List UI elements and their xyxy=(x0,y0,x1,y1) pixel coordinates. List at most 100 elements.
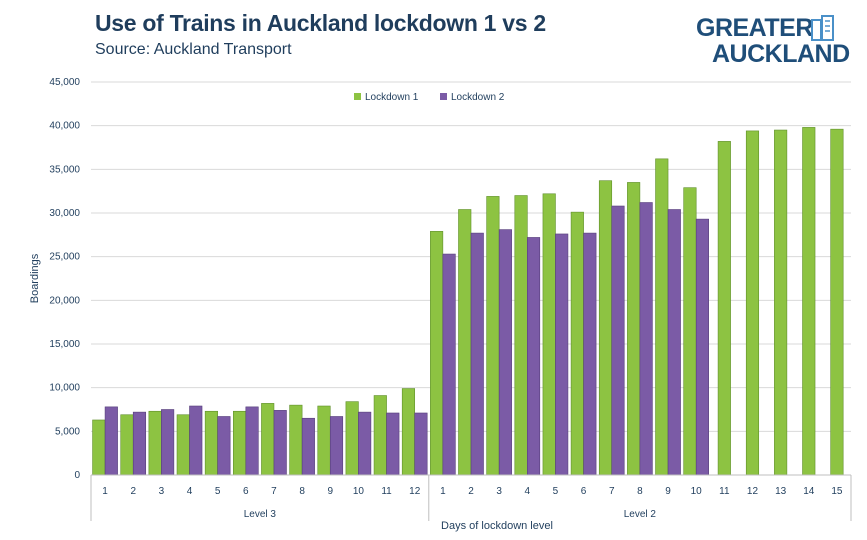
legend-label-lockdown2: Lockdown 2 xyxy=(451,92,505,103)
bar-lockdown1 xyxy=(289,404,303,476)
bar-lockdown1 xyxy=(655,158,669,476)
x-tick-label: 4 xyxy=(525,486,531,497)
bar-lockdown1 xyxy=(458,209,472,476)
bar-lockdown1 xyxy=(683,187,697,476)
x-axis-label: Days of lockdown level xyxy=(441,520,553,532)
x-tick-label: 1 xyxy=(102,486,108,497)
bar-lockdown1 xyxy=(373,395,387,476)
x-tick-label: 6 xyxy=(243,486,249,497)
y-tick-label: 20,000 xyxy=(49,295,80,306)
chart-subtitle: Source: Auckland Transport xyxy=(95,41,292,58)
logo-line2: AUCKLAND xyxy=(712,40,850,68)
bar-lockdown2 xyxy=(189,405,203,476)
bar-lockdown2 xyxy=(526,237,541,476)
bar-lockdown2 xyxy=(639,202,653,476)
bar-lockdown1 xyxy=(233,410,247,476)
bar-lockdown2 xyxy=(329,416,344,476)
city-buildings-icon xyxy=(811,15,834,41)
x-tick-label: 14 xyxy=(803,486,815,497)
x-tick-label: 5 xyxy=(553,486,559,497)
bar-lockdown2 xyxy=(555,233,569,476)
x-tick-label: 10 xyxy=(353,486,365,497)
bar-lockdown2 xyxy=(442,253,456,476)
bar-lockdown1 xyxy=(802,127,816,476)
y-tick-label: 40,000 xyxy=(49,121,80,132)
bar-lockdown2 xyxy=(470,232,484,476)
bar-lockdown2 xyxy=(245,406,259,476)
x-tick-label: 6 xyxy=(581,486,587,497)
bar-lockdown2 xyxy=(611,205,625,476)
y-tick-label: 25,000 xyxy=(49,252,80,263)
bar-lockdown1 xyxy=(598,180,613,476)
bar-lockdown2 xyxy=(217,416,231,476)
x-tick-label: 7 xyxy=(271,486,277,497)
bar-lockdown1 xyxy=(176,414,190,476)
bar-lockdown1 xyxy=(745,130,760,476)
x-tick-label: 8 xyxy=(299,486,305,497)
bar-lockdown2 xyxy=(132,411,147,476)
x-tick-label: 12 xyxy=(409,486,421,497)
y-tick-label: 45,000 xyxy=(49,77,80,88)
x-tick-label: 11 xyxy=(381,486,392,497)
bar-lockdown1 xyxy=(430,231,444,476)
bar-lockdown1 xyxy=(317,405,331,476)
x-tick-label: 9 xyxy=(665,486,671,497)
bar-lockdown2 xyxy=(583,232,597,476)
bar-lockdown1 xyxy=(570,211,584,476)
bar-lockdown2 xyxy=(498,229,512,476)
bar-lockdown1 xyxy=(542,193,556,476)
x-tick-label: 12 xyxy=(747,486,759,497)
x-tick-label: 1 xyxy=(440,486,446,497)
bar-lockdown2 xyxy=(358,411,372,476)
bar-lockdown1 xyxy=(345,401,359,476)
bar-lockdown1 xyxy=(120,414,134,476)
x-tick-label: 15 xyxy=(831,486,843,497)
x-tick-label: 2 xyxy=(468,486,474,497)
x-tick-label: 2 xyxy=(130,486,136,497)
legend-label-lockdown1: Lockdown 1 xyxy=(365,92,419,103)
bar-lockdown1 xyxy=(261,403,275,476)
x-tick-label: 3 xyxy=(159,486,165,497)
x-tick-label: 10 xyxy=(691,486,703,497)
bar-lockdown1 xyxy=(514,195,528,476)
x-tick-label: 9 xyxy=(327,486,333,497)
y-tick-label: 35,000 xyxy=(49,164,80,175)
x-tick-label: 3 xyxy=(496,486,502,497)
bar-lockdown1 xyxy=(627,182,641,476)
bar-lockdown2 xyxy=(301,417,315,476)
legend-swatch-lockdown2 xyxy=(440,93,447,100)
x-tick-label: 7 xyxy=(609,486,615,497)
x-tick-label: 4 xyxy=(187,486,193,497)
group-label: Level 3 xyxy=(244,509,277,520)
x-tick-label: 5 xyxy=(215,486,221,497)
bar-lockdown1 xyxy=(92,419,106,476)
bar-lockdown2 xyxy=(161,409,175,476)
bar-lockdown1 xyxy=(204,410,218,476)
bar-lockdown1 xyxy=(830,128,844,476)
bar-lockdown2 xyxy=(667,209,681,476)
logo-line1: GREATER xyxy=(696,14,813,42)
x-tick-label: 11 xyxy=(719,486,730,497)
y-axis-label: Boardings xyxy=(29,253,41,303)
bar-lockdown1 xyxy=(401,388,416,476)
group-label: Level 2 xyxy=(624,509,657,520)
x-tick-label: 8 xyxy=(637,486,643,497)
bar-lockdown2 xyxy=(695,218,709,476)
y-tick-label: 30,000 xyxy=(49,208,80,219)
y-tick-label: 10,000 xyxy=(49,383,80,394)
bar-lockdown1 xyxy=(717,141,731,476)
bar-lockdown1 xyxy=(774,129,788,476)
y-tick-label: 15,000 xyxy=(49,339,80,350)
y-tick-label: 0 xyxy=(74,470,80,481)
bar-lockdown2 xyxy=(104,406,118,476)
bar-lockdown2 xyxy=(386,412,400,476)
greater-auckland-logo: GREATER AUCKLAND xyxy=(696,14,856,70)
bar-lockdown1 xyxy=(486,196,500,476)
y-tick-label: 5,000 xyxy=(55,426,80,437)
x-tick-label: 13 xyxy=(775,486,787,497)
chart-title: Use of Trains in Auckland lockdown 1 vs … xyxy=(95,10,546,36)
bar-lockdown2 xyxy=(414,412,428,476)
bar-lockdown1 xyxy=(148,410,162,476)
bar-lockdown2 xyxy=(273,410,287,476)
